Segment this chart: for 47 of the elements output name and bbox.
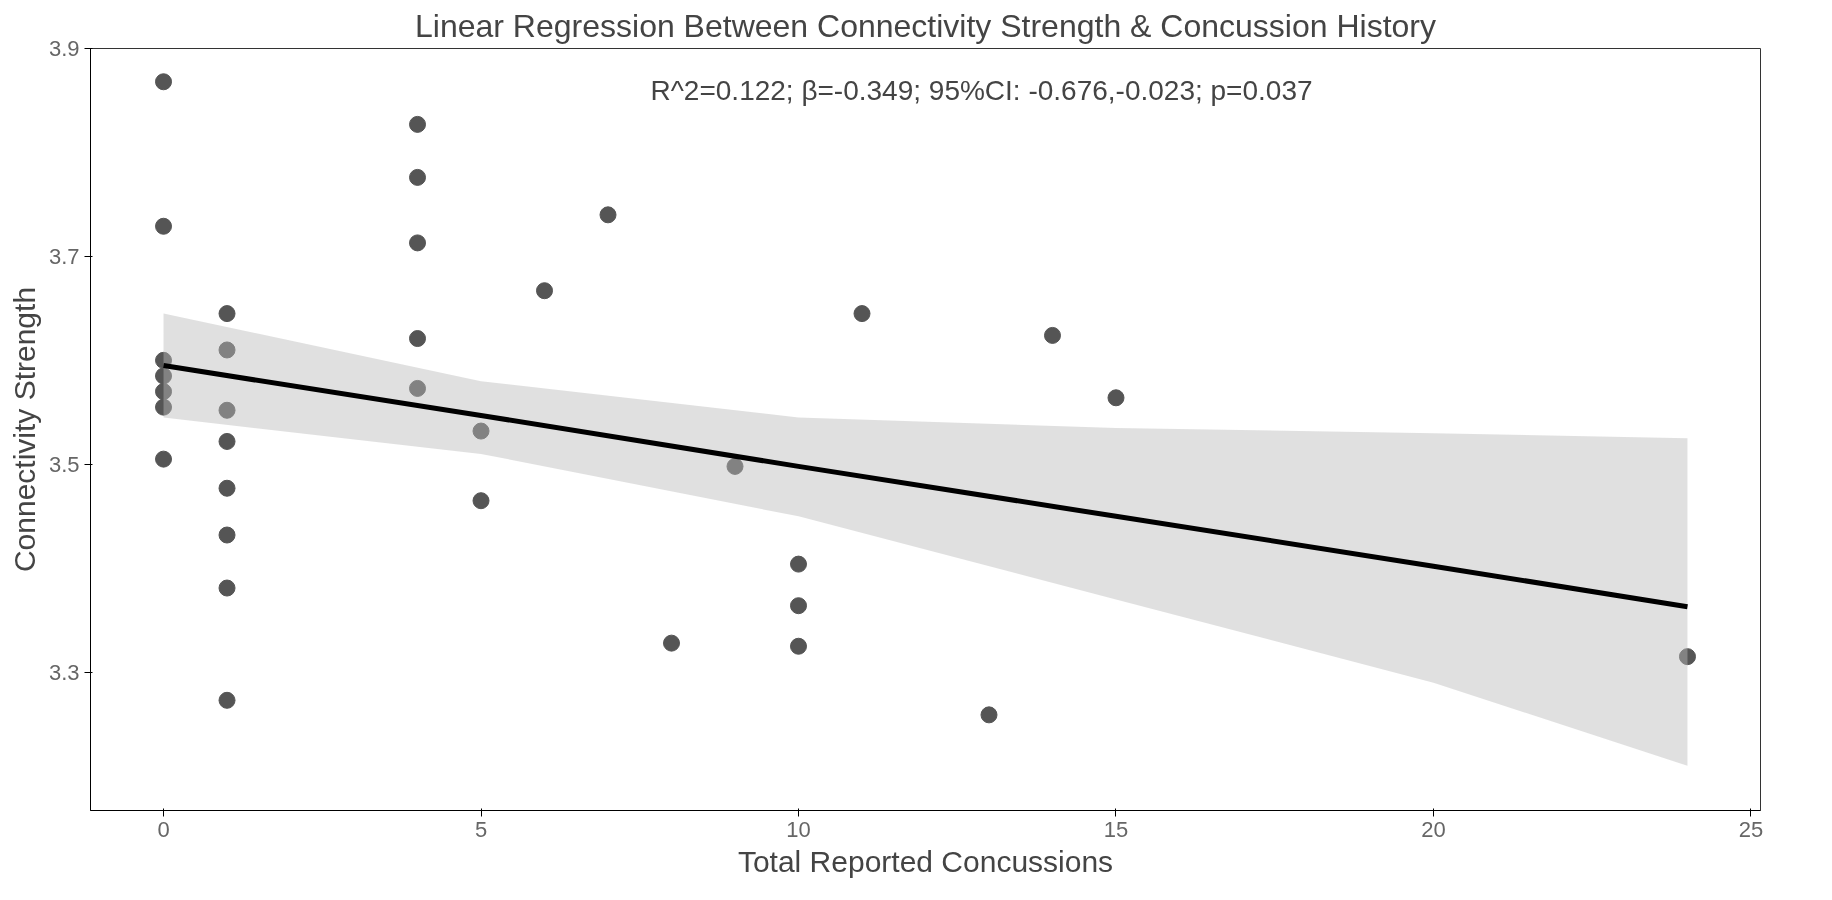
point (853, 305, 871, 323)
point (218, 479, 236, 497)
y-tick-label: 3.3 (48, 659, 80, 685)
point (155, 450, 173, 468)
point (218, 691, 236, 709)
x-tick-label: 15 (1103, 816, 1129, 842)
point (663, 634, 681, 652)
point (409, 115, 427, 133)
point (472, 492, 490, 510)
point (980, 706, 998, 724)
point (155, 73, 173, 91)
point (1044, 326, 1061, 344)
point (536, 282, 554, 300)
point (599, 206, 617, 224)
point (218, 526, 236, 544)
y-tick-label: 3.9 (48, 36, 80, 61)
point (409, 234, 427, 252)
point (155, 383, 173, 401)
point (155, 217, 173, 235)
point (409, 379, 427, 397)
point (1107, 389, 1125, 407)
point (790, 555, 807, 573)
y-axis-title: Connectivity Strength (7, 286, 41, 573)
point (472, 422, 490, 440)
x-tick-label: 20 (1421, 816, 1446, 842)
x-tick-label: 10 (786, 816, 811, 842)
point (1678, 648, 1696, 666)
x-tick-label: 25 (1738, 816, 1764, 842)
point (790, 637, 807, 655)
point (218, 432, 236, 450)
point (726, 457, 744, 475)
point (218, 305, 236, 323)
y-tick-label: 3.5 (48, 451, 80, 477)
point (409, 168, 427, 186)
x-tick-label: 0 (157, 816, 170, 842)
x-tick-label: 5 (474, 816, 488, 842)
point (790, 597, 807, 615)
point (218, 401, 236, 419)
point (218, 579, 236, 597)
annotation: R^2=0.122; β=-0.349; 95%CI: -0.676,-0.023; p=0.037 (650, 74, 1313, 106)
x-axis-title: Total Reported Concussions (737, 844, 1114, 878)
point (218, 341, 236, 359)
point (409, 330, 427, 348)
y-tick-label: 3.7 (48, 243, 80, 269)
point (155, 367, 173, 385)
chart-title: Linear Regression Between Connectivity Strength & Concussion History (415, 7, 1436, 44)
point (155, 398, 173, 416)
